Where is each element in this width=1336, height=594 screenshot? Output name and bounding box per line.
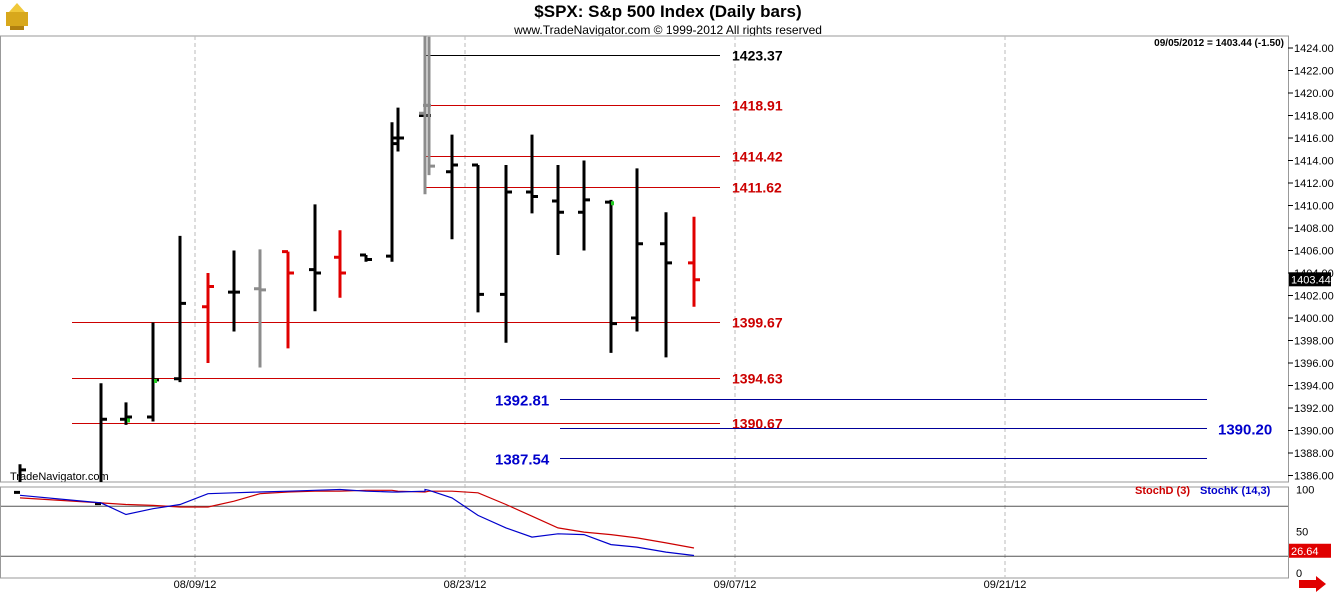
axes-layer: 1386.00 1388.00 1390.00 1392.00 1394.00 1396.… [174, 43, 1334, 591]
level-label-red: 1418.91 [732, 98, 783, 114]
price-panel-frame [0, 35, 1289, 483]
last-price-tag [1289, 272, 1331, 287]
y-tick-label: 1418.00 [1294, 111, 1334, 123]
stoch-k-line [19, 488, 695, 557]
x-tick-label: 09/21/12 [984, 579, 1027, 591]
y-tick-label: 1410.00 [1294, 201, 1334, 213]
stoch-y-tick-label: 50 [1296, 526, 1308, 538]
y-tick-label: 1406.00 [1294, 246, 1334, 258]
stochastic-panel: StochD (3) StochK (14,3) 100 50 0 26.64 [1, 485, 1331, 580]
y-tick-label: 1396.00 [1294, 358, 1334, 370]
x-tick-label: 09/07/12 [714, 579, 757, 591]
level-label-blue: 1392.81 [495, 393, 549, 410]
chart-subtitle: www.TradeNavigator.com © 1999-2012 All r… [513, 23, 822, 37]
signal-marker [154, 379, 157, 383]
level-label-red: 1390.67 [732, 416, 783, 432]
y-tick-label: 1398.00 [1294, 336, 1334, 348]
stoch-k-legend: StochK (14,3) [1200, 485, 1271, 497]
grid-layer [0, 35, 1289, 579]
level-label-blue: 1387.54 [495, 452, 550, 469]
signal-marker [127, 418, 130, 423]
level-label-red: 1423.37 [732, 48, 783, 64]
scroll-right-arrow-icon[interactable] [1299, 576, 1326, 592]
stoch-last-label: 26.64 [1291, 546, 1319, 558]
level-label-blue: 1390.20 [1218, 422, 1272, 439]
stoch-y-tick-label: 100 [1296, 485, 1314, 497]
stoch-panel-frame [0, 486, 1289, 579]
stoch-d-line [19, 489, 695, 549]
y-tick-label: 1412.00 [1294, 178, 1334, 190]
logo-icon [6, 3, 28, 30]
y-tick-label: 1416.00 [1294, 133, 1334, 145]
y-tick-label: 1392.00 [1294, 403, 1334, 415]
y-tick-label: 1424.00 [1294, 43, 1334, 55]
y-tick-label: 1388.00 [1294, 448, 1334, 460]
x-tick-label: 08/09/12 [174, 579, 217, 591]
level-label-red: 1394.63 [732, 371, 783, 387]
last-price-label: 1403.44 [1291, 274, 1331, 286]
y-tick-label: 1420.00 [1294, 88, 1334, 100]
y-tick-label: 1394.00 [1294, 381, 1334, 393]
watermark-text: TradeNavigator.com [10, 471, 109, 483]
support-resistance-layer: 1423.37 1418.91 1414.42 1411.62 1399.67 1394.… [72, 48, 1272, 469]
stoch-y-tick-label: 0 [1296, 568, 1302, 580]
stoch-last-tag [1289, 543, 1331, 558]
y-tick-label: 1402.00 [1294, 291, 1334, 303]
level-label-red: 1411.62 [732, 180, 782, 196]
y-tick-label: 1390.00 [1294, 426, 1334, 438]
chart-title: $SPX: S&p 500 Index (Daily bars) [534, 2, 801, 21]
y-tick-label: 1408.00 [1294, 223, 1334, 235]
stoch-d-legend: StochD (3) [1135, 485, 1190, 497]
level-label-red: 1414.42 [732, 149, 783, 165]
y-tick-label: 1414.00 [1294, 156, 1334, 168]
last-quote-text: 09/05/2012 = 1403.44 (-1.50) [1154, 38, 1284, 49]
price-bars-layer [14, 36, 700, 506]
y-tick-label: 1422.00 [1294, 66, 1334, 78]
y-tick-label: 1386.00 [1294, 471, 1334, 483]
y-tick-label: 1400.00 [1294, 313, 1334, 325]
signal-marker [611, 201, 614, 206]
level-label-red: 1399.67 [732, 315, 783, 331]
x-tick-label: 08/23/12 [444, 579, 487, 591]
